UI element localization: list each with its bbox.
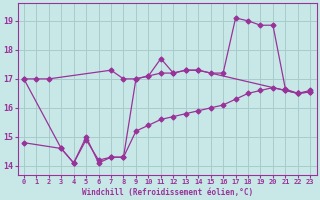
X-axis label: Windchill (Refroidissement éolien,°C): Windchill (Refroidissement éolien,°C): [82, 188, 253, 197]
